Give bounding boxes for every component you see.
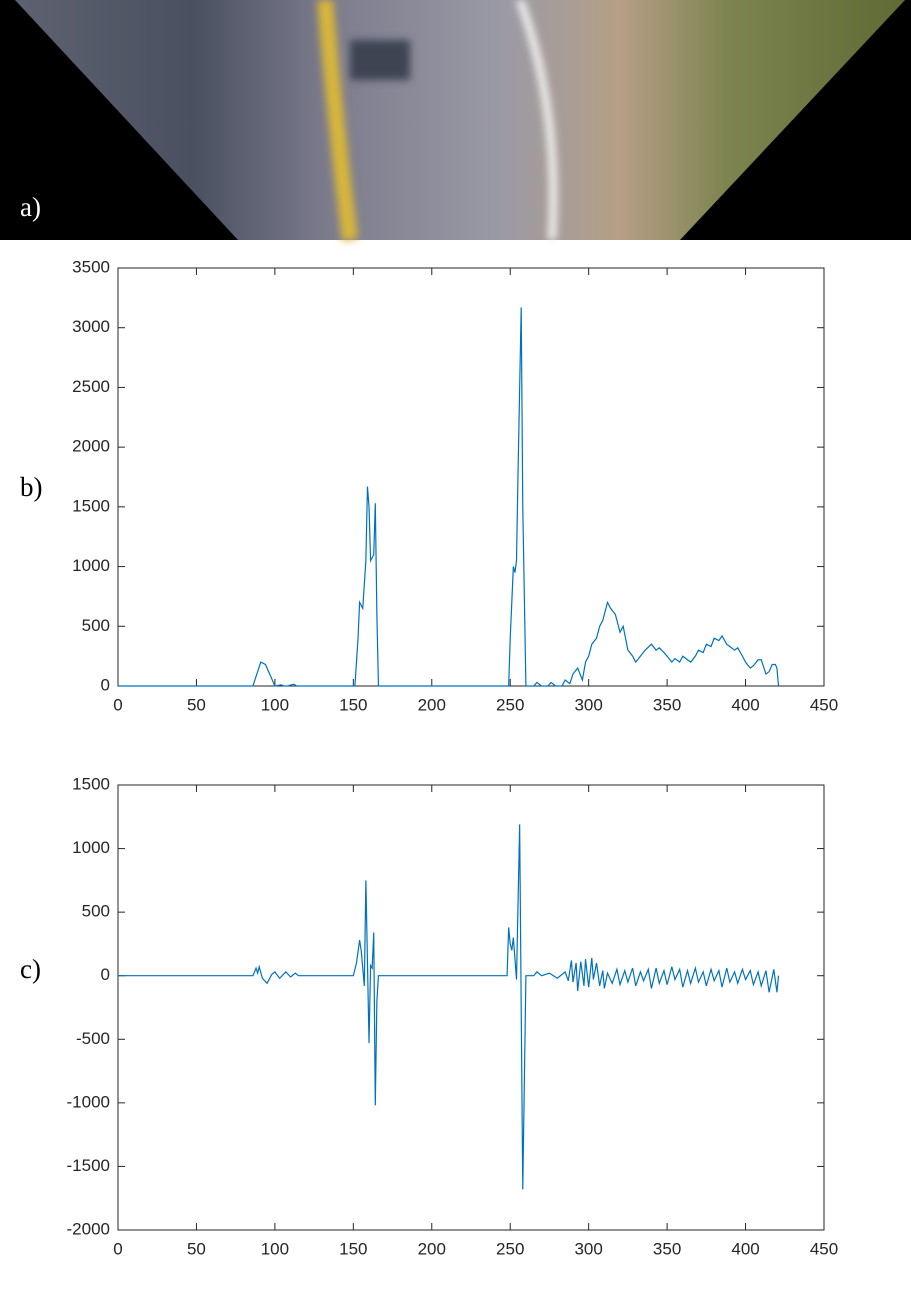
y-tick-label: 1500 <box>72 496 110 515</box>
y-tick-label: 0 <box>101 675 110 694</box>
x-tick-label: 300 <box>574 695 602 714</box>
axes-box <box>117 267 825 687</box>
x-tick-label: 200 <box>418 1239 446 1258</box>
x-tick-label: 100 <box>261 695 289 714</box>
x-tick-label: 350 <box>653 1239 681 1258</box>
x-tick-label: 200 <box>418 695 446 714</box>
y-tick-label: 500 <box>82 902 110 921</box>
y-tick-label: 0 <box>101 965 110 984</box>
x-tick-label: 0 <box>113 1239 122 1258</box>
road-image: a) <box>0 0 911 241</box>
x-tick-label: 400 <box>731 695 759 714</box>
x-tick-label: 450 <box>810 695 838 714</box>
y-tick-label: 3000 <box>72 317 110 336</box>
x-tick-label: 350 <box>653 695 681 714</box>
x-tick-label: 150 <box>339 695 367 714</box>
panel-label: c) <box>20 954 41 984</box>
y-tick-label: 2000 <box>72 437 110 456</box>
y-tick-label: -2000 <box>67 1219 110 1238</box>
x-tick-label: 50 <box>187 1239 206 1258</box>
x-tick-label: 300 <box>574 1239 602 1258</box>
data-line <box>118 307 780 687</box>
x-tick-label: 50 <box>187 695 206 714</box>
axes-box <box>117 784 825 1231</box>
panel-label: a) <box>20 192 41 222</box>
x-tick-label: 150 <box>339 1239 367 1258</box>
y-tick-label: 3500 <box>72 257 110 276</box>
y-tick-label: -500 <box>76 1029 110 1048</box>
panel-label: b) <box>20 472 43 502</box>
y-tick-label: 500 <box>82 616 110 635</box>
y-tick-label: 1500 <box>72 774 110 793</box>
y-tick-label: 1000 <box>72 838 110 857</box>
y-tick-label: 1000 <box>72 556 110 575</box>
y-tick-label: -1000 <box>67 1092 110 1111</box>
x-tick-label: 250 <box>496 695 524 714</box>
x-tick-label: 250 <box>496 1239 524 1258</box>
y-tick-label: -1500 <box>67 1156 110 1175</box>
x-tick-label: 400 <box>731 1239 759 1258</box>
x-tick-label: 0 <box>113 695 122 714</box>
x-tick-label: 450 <box>810 1239 838 1258</box>
y-tick-label: 2500 <box>72 377 110 396</box>
data-line <box>118 824 780 1190</box>
x-tick-label: 100 <box>261 1239 289 1258</box>
